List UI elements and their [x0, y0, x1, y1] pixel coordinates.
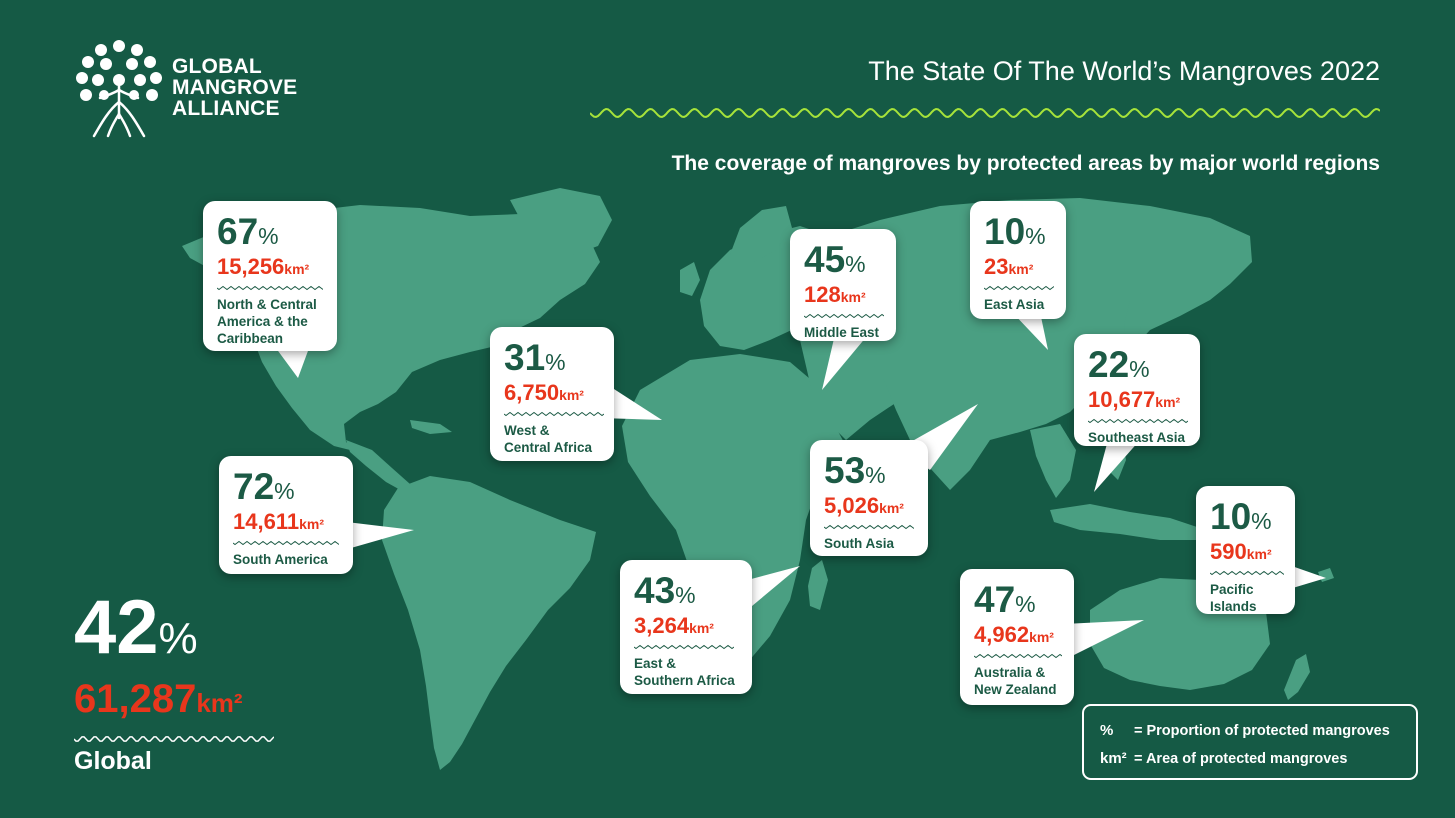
- squiggle-divider: [217, 285, 323, 291]
- page-title: The State Of The World’s Mangroves 2022: [868, 56, 1380, 86]
- region-name: Pacific Islands: [1210, 582, 1257, 614]
- region-area: 3,264km²: [634, 613, 714, 638]
- brand-line-2: MANGROVE: [172, 76, 298, 99]
- region-percent: 47%: [974, 579, 1036, 620]
- pointer-australia: [1064, 620, 1144, 660]
- callout-east-southern-africa: 43% 3,264km² East & Southern Africa: [620, 560, 752, 694]
- squiggle-divider: [824, 524, 914, 530]
- land-indonesia: [1050, 504, 1200, 540]
- region-name: Australia & New Zealand: [974, 665, 1057, 697]
- land-caribbean: [410, 420, 452, 434]
- squiggle-divider: [1210, 570, 1284, 576]
- squiggle-divider: [233, 540, 339, 546]
- pointer-pacific: [1286, 564, 1326, 590]
- land-madagascar: [808, 560, 828, 610]
- pointer-west-africa: [600, 380, 662, 420]
- land-scandinavia: [728, 206, 792, 262]
- squiggle-divider: [974, 653, 1062, 659]
- brand-name: GLOBAL MANGROVE ALLIANCE: [172, 56, 297, 119]
- region-percent: 72%: [233, 466, 295, 507]
- callout-south-america: 72% 14,611km² South America: [219, 456, 353, 574]
- legend-area-text: = Area of protected mangroves: [1134, 751, 1348, 767]
- region-percent: 43%: [634, 570, 696, 611]
- callout-east-asia: 10% 23km² East Asia: [970, 201, 1066, 319]
- land-greenland: [510, 188, 612, 256]
- region-area: 6,750km²: [504, 380, 584, 405]
- callout-australia-new-zealand: 47% 4,962km² Australia & New Zealand: [960, 569, 1074, 705]
- title-wave-divider: [590, 108, 1380, 118]
- global-label: Global: [74, 747, 152, 775]
- legend-percent-text: = Proportion of protected mangroves: [1134, 723, 1390, 739]
- squiggle-divider: [1088, 418, 1188, 424]
- region-area: 14,611km²: [233, 509, 324, 534]
- callout-southeast-asia: 22% 10,677km² Southeast Asia: [1074, 334, 1200, 446]
- global-area: 61,287km²: [74, 677, 243, 721]
- region-name: Middle East: [804, 325, 880, 340]
- land-indochina: [1030, 424, 1076, 498]
- callout-south-asia: 53% 5,026km² South Asia: [810, 440, 928, 556]
- pointer-southeast-asia: [1094, 440, 1140, 492]
- region-area: 590km²: [1210, 539, 1272, 564]
- brand-line-3: ALLIANCE: [172, 97, 280, 120]
- region-area: 15,256km²: [217, 254, 310, 279]
- legend: % = Proportion of protected mangroves km²…: [1082, 704, 1418, 780]
- region-area: 128km²: [804, 282, 866, 307]
- pointer-east-africa: [740, 566, 800, 616]
- squiggle-divider: [504, 411, 604, 417]
- squiggle-divider: [984, 285, 1054, 291]
- land-new-zealand: [1284, 654, 1310, 700]
- brand-line-1: GLOBAL: [172, 55, 262, 78]
- region-percent: 67%: [217, 211, 279, 252]
- region-percent: 53%: [824, 450, 886, 491]
- region-percent: 22%: [1088, 344, 1150, 385]
- callout-pacific-islands: 10% 590km² Pacific Islands: [1196, 486, 1295, 614]
- region-name: South America: [233, 552, 328, 567]
- region-percent: 10%: [1210, 496, 1272, 537]
- legend-row-area: km² = Area of protected mangroves: [1100, 750, 1347, 767]
- callout-north-central-america: 67% 15,256km² North & Central America & t…: [203, 201, 337, 351]
- brand-logo: GLOBAL MANGROVE ALLIANCE: [74, 40, 334, 140]
- region-percent: 45%: [804, 239, 866, 280]
- region-area: 23km²: [984, 254, 1034, 279]
- region-name: East Asia: [984, 297, 1045, 312]
- global-summary: 42% 61,287km² Global: [74, 590, 274, 776]
- land-uk: [680, 262, 700, 296]
- region-area: 10,677km²: [1088, 387, 1181, 412]
- land-asia: [830, 198, 1252, 490]
- region-percent: 31%: [504, 337, 566, 378]
- land-africa: [622, 354, 848, 670]
- pointer-east-asia: [1012, 312, 1048, 350]
- land-japan: [1124, 292, 1146, 344]
- legend-row-percent: % = Proportion of protected mangroves: [1100, 722, 1390, 739]
- region-percent: 10%: [984, 211, 1046, 252]
- land-pacific-islands: [1318, 568, 1334, 582]
- region-name: West & Central Africa: [504, 423, 593, 455]
- page-subtitle: The coverage of mangroves by protected a…: [671, 152, 1380, 175]
- region-area: 5,026km²: [824, 493, 904, 518]
- region-name: South Asia: [824, 536, 895, 551]
- region-name: East & Southern Africa: [634, 656, 735, 688]
- callout-middle-east: 45% 128km² Middle East: [790, 229, 896, 341]
- squiggle-divider: [634, 644, 734, 650]
- region-name: North & Central America & the Caribbean: [217, 297, 317, 346]
- global-squiggle-divider: [74, 736, 274, 742]
- region-name: Southeast Asia: [1088, 430, 1186, 445]
- land-south-america: [382, 476, 596, 770]
- region-area: 4,962km²: [974, 622, 1054, 647]
- callout-west-central-africa: 31% 6,750km² West & Central Africa: [490, 327, 614, 461]
- global-percent: 42%: [74, 585, 198, 670]
- legend-area-symbol: km²: [1100, 750, 1127, 767]
- legend-percent-symbol: %: [1100, 722, 1114, 739]
- squiggle-divider: [804, 313, 884, 319]
- pointer-middle-east: [822, 330, 872, 390]
- mangrove-tree-icon: [76, 40, 162, 138]
- land-central-america: [346, 440, 410, 492]
